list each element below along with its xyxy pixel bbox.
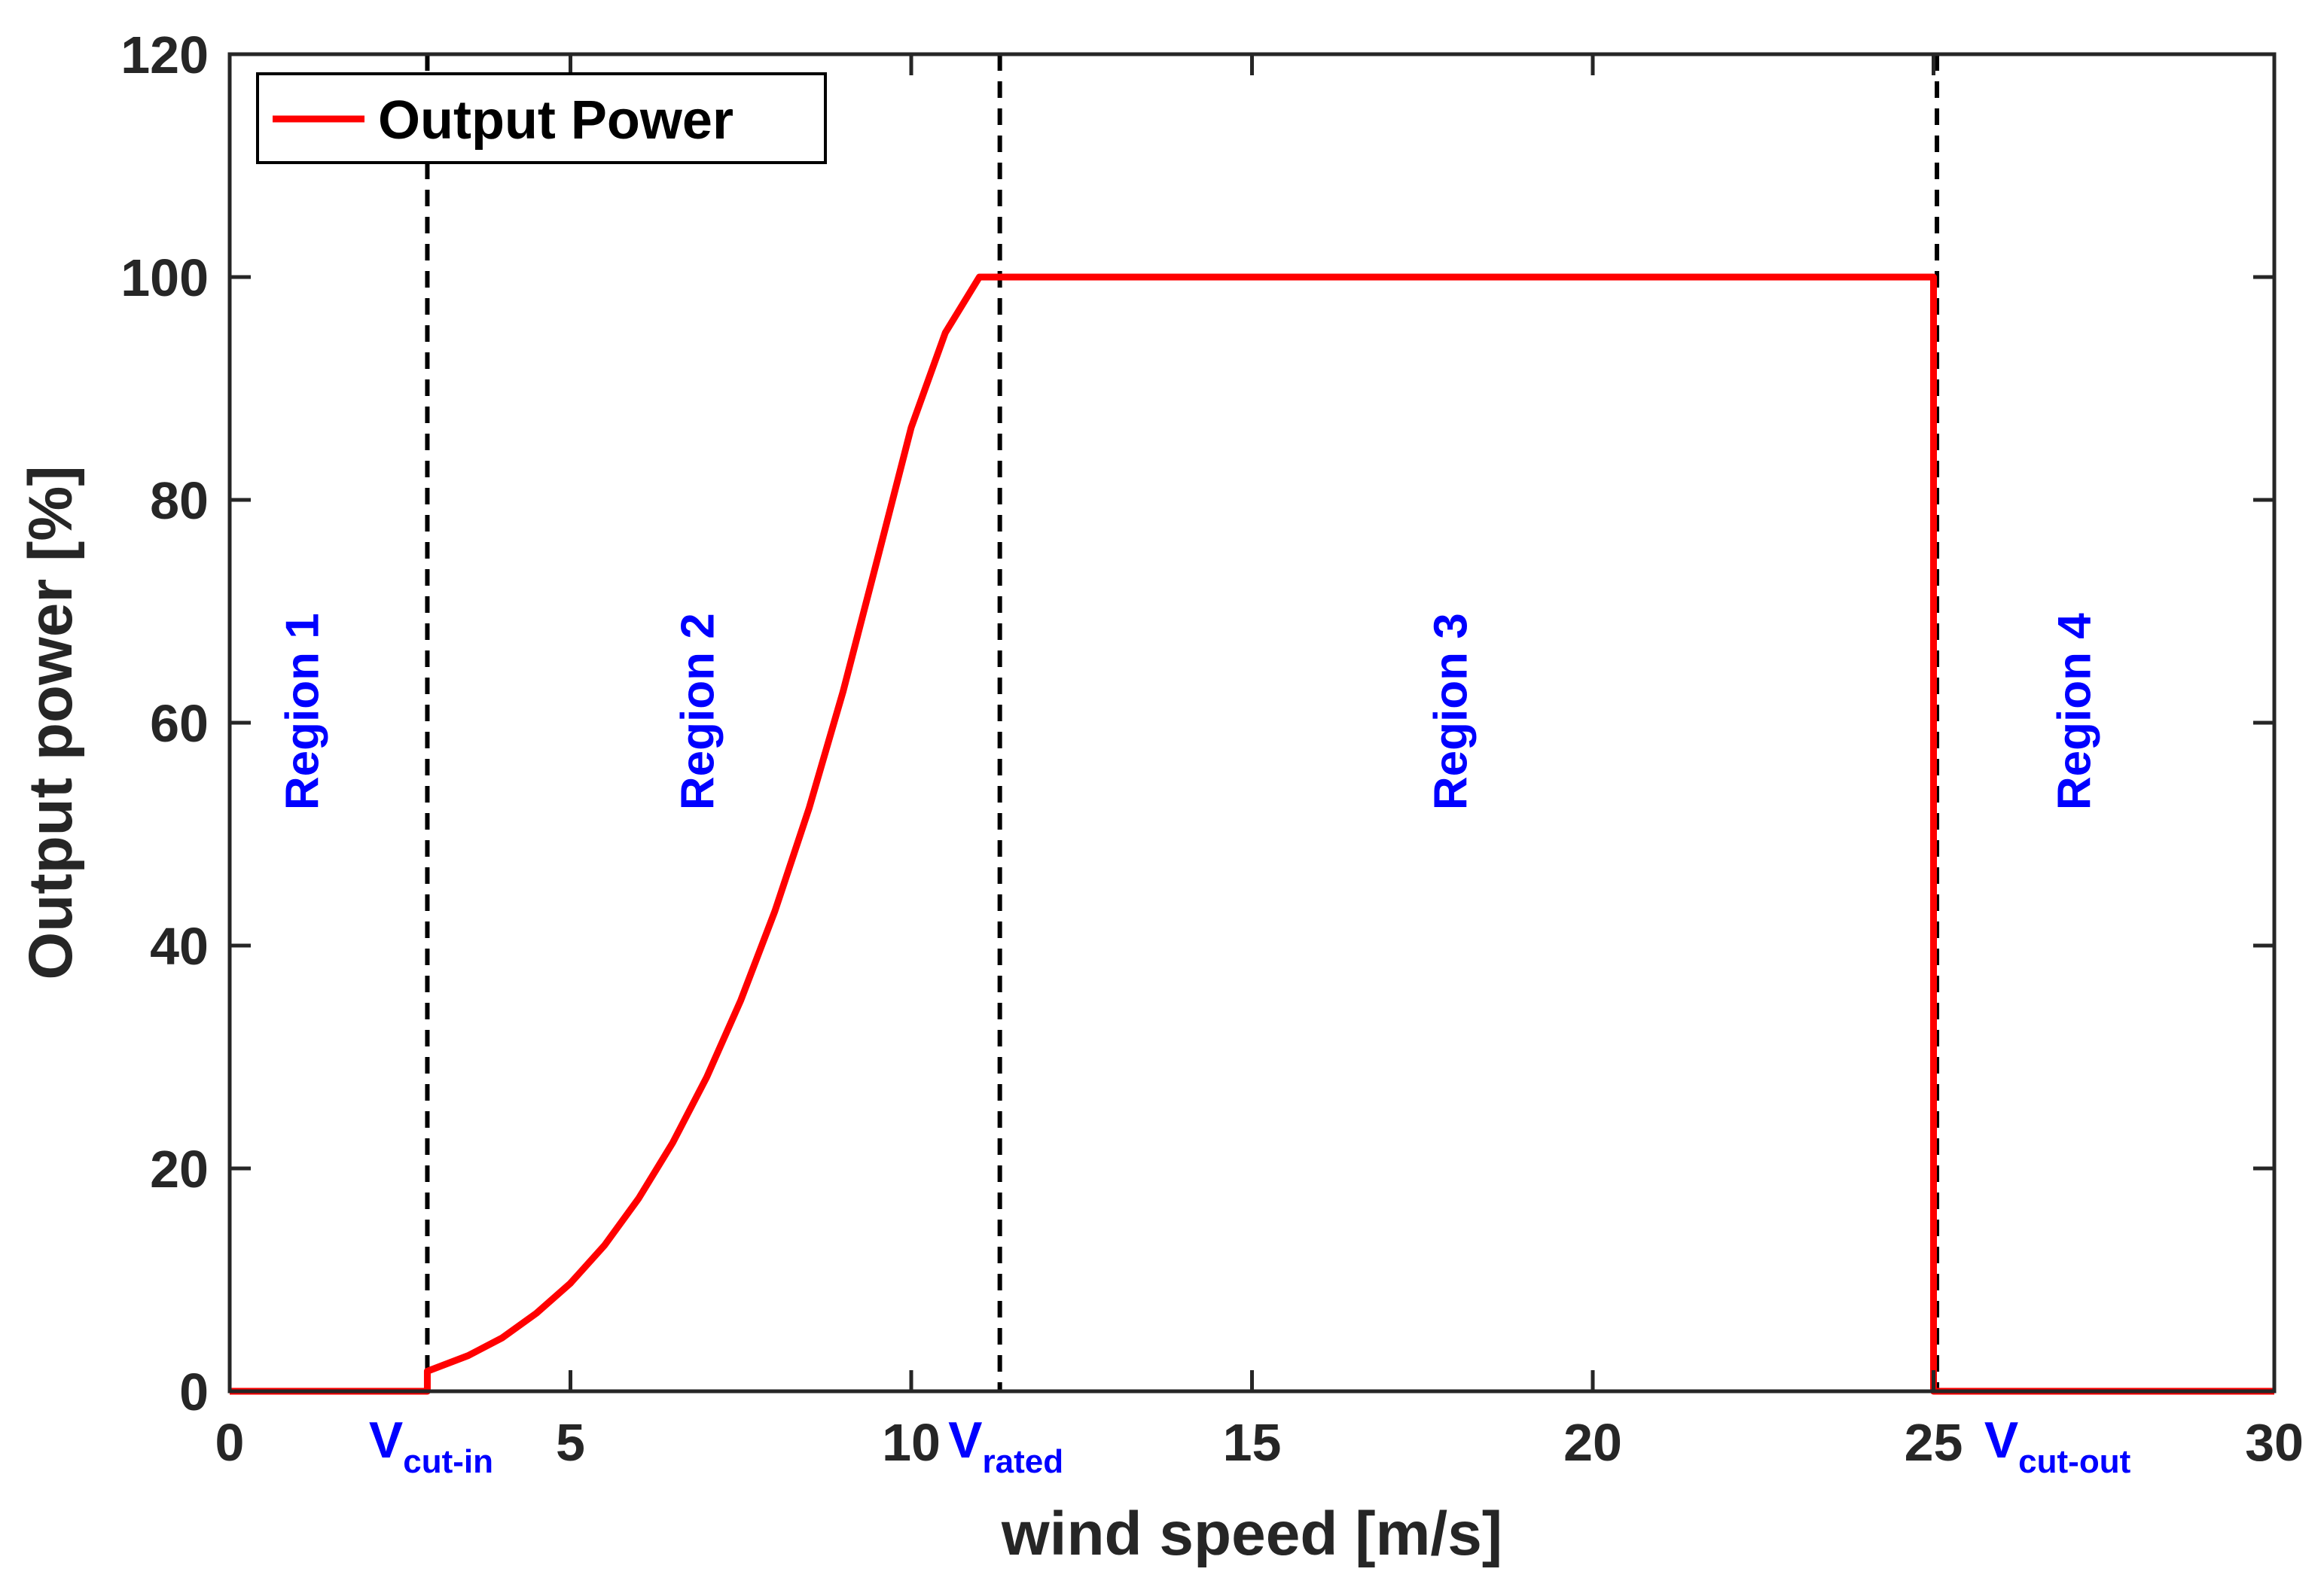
y-tick-label: 0 [179, 1363, 209, 1421]
y-tick-label: 120 [120, 26, 209, 84]
y-tick-label: 60 [150, 694, 209, 753]
threshold-marker-label: Vcut-in [369, 1412, 493, 1480]
y-tick-label: 80 [150, 471, 209, 530]
plot-layer [230, 54, 2274, 1395]
axes-layer: 0 5 10 15 20 25 30 0 20 40 60 80 100 120 wind speed [m… [17, 26, 2304, 1568]
y-axis-title: Output power [%] [17, 465, 85, 979]
x-tick-label: 20 [1563, 1413, 1622, 1472]
y-tick-label: 100 [120, 248, 209, 307]
threshold-marker-label: Vrated [948, 1412, 1063, 1480]
legend-layer: Output Power [256, 72, 827, 164]
y-tick-label: 40 [150, 917, 209, 976]
y-tick-label: 20 [150, 1140, 209, 1199]
region-label-4: Region 4 [2049, 613, 2101, 810]
annotation-layer: Vcut-in Vrated Vcut-out Region 1 Region 2 Reg… [277, 613, 2131, 1480]
x-axis-title: wind speed [m/s] [1001, 1500, 1502, 1568]
x-tick-label: 10 [882, 1413, 941, 1472]
x-tick-label: 0 [215, 1413, 245, 1472]
output-power-series [230, 273, 2274, 1395]
legend-label: Output Power [378, 90, 733, 151]
threshold-marker-label: Vcut-out [1984, 1412, 2131, 1480]
x-tick-label: 30 [2245, 1413, 2304, 1472]
x-tick-label: 5 [556, 1413, 585, 1472]
x-tick-label: 25 [1905, 1413, 1963, 1472]
region-label-3: Region 3 [1426, 613, 1478, 810]
region-label-2: Region 2 [672, 613, 724, 810]
region-label-1: Region 1 [277, 613, 329, 810]
x-tick-label: 15 [1223, 1413, 1282, 1472]
